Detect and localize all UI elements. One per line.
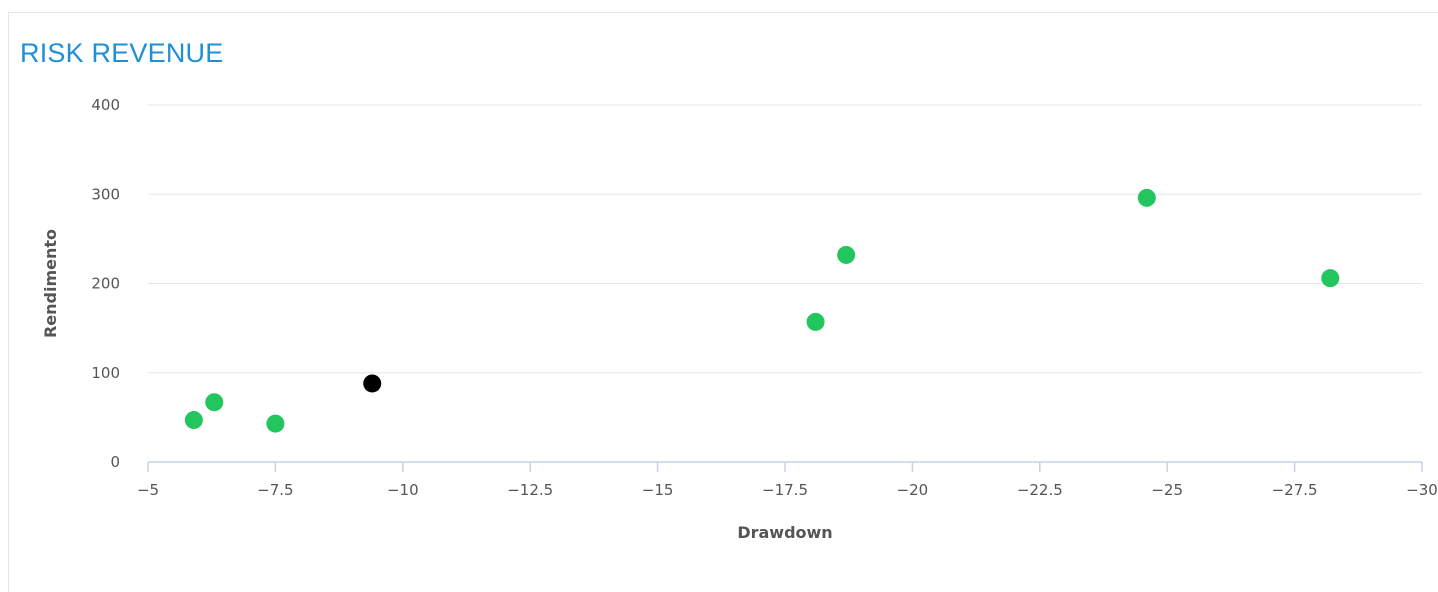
x-tick-label: −15 <box>642 481 674 499</box>
data-points <box>184 188 1340 433</box>
highlighted-data-point[interactable] <box>363 374 382 393</box>
y-axis-title: Rendimento <box>41 229 60 338</box>
x-axis-title: Drawdown <box>737 523 832 542</box>
x-tick-label: −27.5 <box>1272 481 1318 499</box>
chart-panel <box>8 12 1438 592</box>
scatter-chart: −5 −7.5 −10 −12.5 −15 −17.5 −20 −22.5 −25 −27.5 −3… <box>41 96 1438 542</box>
y-tick-label: 300 <box>91 185 120 203</box>
data-point[interactable] <box>205 393 224 412</box>
data-point[interactable] <box>1321 269 1340 288</box>
grid-lines <box>148 104 1422 374</box>
y-axis: 0 100 200 300 400 <box>91 96 120 471</box>
chart-title: RISK REVENUE <box>20 38 224 68</box>
x-tick-label: −30 <box>1406 481 1438 499</box>
x-tick-label: −10 <box>387 481 419 499</box>
x-tick-label: −12.5 <box>507 481 553 499</box>
data-point[interactable] <box>806 312 825 331</box>
y-tick-label: 100 <box>91 364 120 382</box>
y-tick-label: 0 <box>110 453 120 471</box>
x-tick-label: −7.5 <box>257 481 293 499</box>
x-axis: −5 −7.5 −10 −12.5 −15 −17.5 −20 −22.5 −25 −27.5 −3… <box>137 461 1438 499</box>
data-point[interactable] <box>1137 188 1156 207</box>
data-point[interactable] <box>184 411 203 430</box>
x-tick-label: −17.5 <box>762 481 808 499</box>
x-tick-label: −5 <box>137 481 159 499</box>
x-tick-label: −22.5 <box>1017 481 1063 499</box>
x-tick-label: −25 <box>1151 481 1183 499</box>
data-point[interactable] <box>266 414 285 433</box>
y-tick-label: 400 <box>91 96 120 114</box>
y-tick-label: 200 <box>91 275 120 293</box>
x-tick-label: −20 <box>897 481 929 499</box>
data-point[interactable] <box>837 245 856 264</box>
